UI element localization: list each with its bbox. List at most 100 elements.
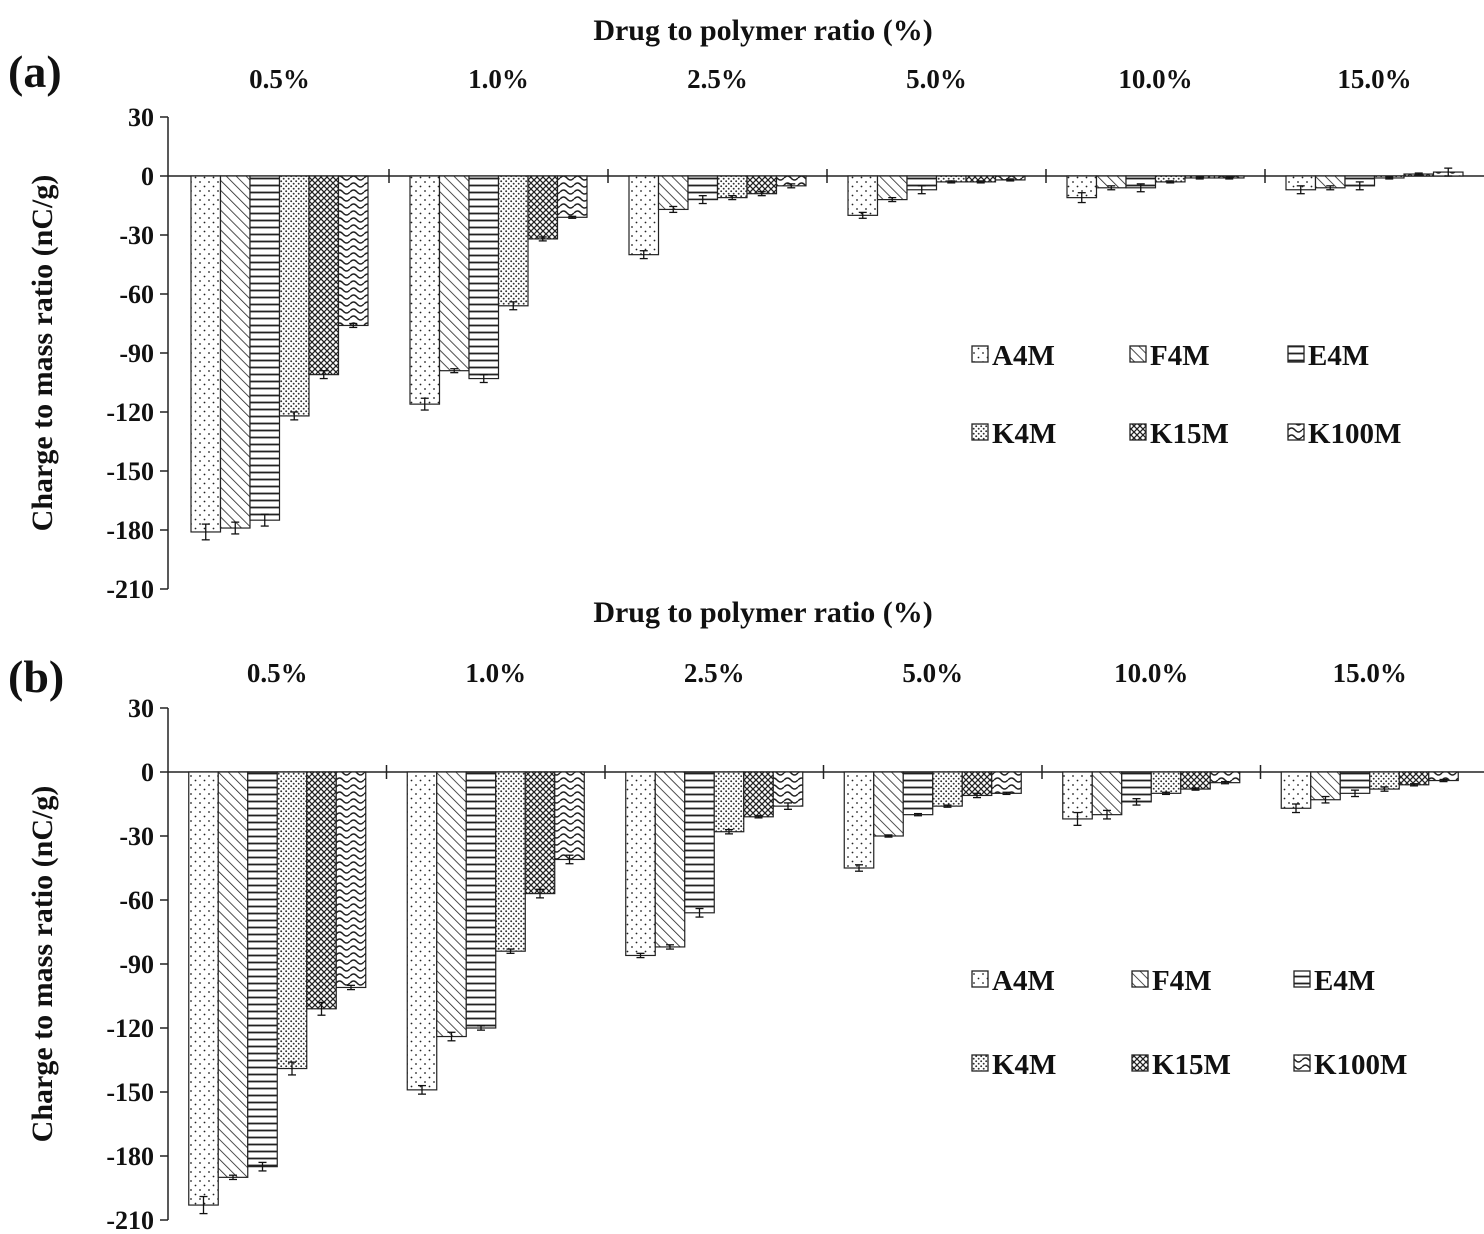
error-bar — [536, 888, 544, 899]
error-bar — [199, 1195, 208, 1215]
legend-label: K100M — [1308, 418, 1401, 450]
error-bar — [636, 952, 645, 959]
bar-e4m-25 — [684, 771, 715, 914]
legend-item-f4m: F4M — [1131, 965, 1212, 997]
error-bar — [1103, 809, 1111, 820]
bar-f4m-10 — [436, 771, 467, 1038]
y-tick-label: -180 — [106, 1142, 154, 1171]
legend-swatch — [1287, 423, 1305, 441]
error-bar — [1073, 811, 1082, 826]
error-bar — [477, 1025, 485, 1031]
y-tick-label: -150 — [106, 457, 154, 486]
bar-k100m-10 — [554, 771, 585, 861]
bar-e4m-10 — [465, 771, 497, 1029]
legend-item-k4m: K4M — [971, 1049, 1056, 1081]
bar-k15m-05 — [308, 175, 340, 376]
category-label: 5.0% — [902, 658, 963, 688]
error-bar — [1166, 180, 1175, 184]
legend-item-e4m: E4M — [1293, 965, 1375, 997]
legend-label: F4M — [1152, 965, 1212, 997]
legend-label: K100M — [1314, 1049, 1407, 1081]
y-tick-label: -120 — [106, 398, 154, 427]
error-bar — [728, 195, 737, 201]
legend-swatch — [1129, 345, 1147, 363]
error-bar — [784, 802, 792, 810]
bar-f4m-100 — [1091, 771, 1123, 816]
y-tick-label: 0 — [141, 758, 154, 787]
error-bar — [1355, 181, 1364, 191]
legend-label: F4M — [1150, 340, 1210, 372]
legend-swatch — [971, 345, 989, 363]
error-bar — [538, 236, 547, 242]
error-bar — [947, 180, 956, 184]
error-bar — [229, 1174, 237, 1181]
legend-item-f4m: F4M — [1129, 340, 1210, 372]
bar-a4m-05 — [190, 175, 222, 533]
legend-swatch — [971, 970, 989, 988]
error-bar — [1321, 795, 1330, 804]
error-bar — [1385, 176, 1394, 180]
legend-item-k100m: K100M — [1293, 1049, 1407, 1081]
bar-k4m-25 — [716, 175, 748, 199]
panel-label: (b) — [8, 651, 64, 702]
bar-k15m-05 — [306, 771, 337, 1010]
category-label: 1.0% — [468, 64, 529, 94]
category-label: 2.5% — [684, 658, 745, 688]
error-bar — [976, 180, 985, 184]
error-bar — [420, 397, 429, 411]
legend-swatch — [971, 423, 989, 441]
bar-a4m-150 — [1280, 771, 1312, 809]
error-bar — [1002, 791, 1011, 796]
legend-label: K4M — [992, 418, 1056, 450]
error-bar — [973, 792, 981, 799]
error-bar — [639, 250, 648, 260]
y-axis-label: Charge to mass ratio (nC/g) — [26, 175, 59, 532]
y-tick-label: -90 — [119, 339, 154, 368]
error-bar — [231, 521, 240, 535]
error-bar — [917, 185, 926, 195]
chart-title: Drug to polymer ratio (%) — [593, 596, 932, 629]
legend-item-a4m: A4M — [971, 340, 1055, 372]
bar-k15m-10 — [524, 771, 556, 895]
error-bar — [1006, 178, 1015, 182]
chart-title: Drug to polymer ratio (%) — [593, 14, 932, 47]
y-tick-label: -60 — [119, 886, 154, 915]
error-bar — [1162, 791, 1170, 796]
error-bar — [1410, 783, 1418, 787]
error-bar — [447, 1031, 456, 1042]
category-label: 10.0% — [1118, 64, 1192, 94]
error-bar — [319, 370, 328, 380]
bar-f4m-05 — [217, 771, 249, 1178]
category-label: 0.5% — [249, 64, 310, 94]
error-bar — [509, 301, 518, 311]
error-bar — [479, 373, 488, 384]
y-tick-label: -210 — [106, 1206, 154, 1234]
legend-item-k4m: K4M — [971, 418, 1056, 450]
legend: A4M F4M E4M K4M K15M K100M — [971, 965, 1407, 1081]
legend-swatch — [1131, 1054, 1149, 1072]
y-tick-label: -180 — [106, 516, 154, 545]
legend-item-k100m: K100M — [1287, 418, 1401, 450]
y-tick-label: -90 — [119, 950, 154, 979]
bar-a4m-50 — [843, 771, 875, 869]
panel-label: (a) — [8, 46, 62, 97]
legend: A4M F4M E4M K4M K15M K100M — [971, 340, 1401, 450]
legend-swatch — [1293, 970, 1311, 988]
bar-e4m-05 — [247, 771, 278, 1168]
legend-swatch — [1293, 1054, 1311, 1072]
bar-k100m-25 — [772, 771, 804, 807]
legend-label: K15M — [1152, 1049, 1231, 1081]
y-tick-label: -150 — [106, 1078, 154, 1107]
error-bar — [317, 1001, 326, 1016]
error-bar — [290, 411, 299, 421]
error-bar — [1380, 786, 1389, 792]
error-bar — [288, 1061, 296, 1076]
error-bar — [914, 812, 922, 817]
bar-k100m-10 — [556, 175, 588, 218]
bar-f4m-05 — [219, 175, 251, 529]
legend-label: K15M — [1150, 418, 1229, 450]
error-bar — [1136, 183, 1145, 193]
error-bar — [260, 513, 269, 527]
legend-label: E4M — [1308, 340, 1369, 372]
